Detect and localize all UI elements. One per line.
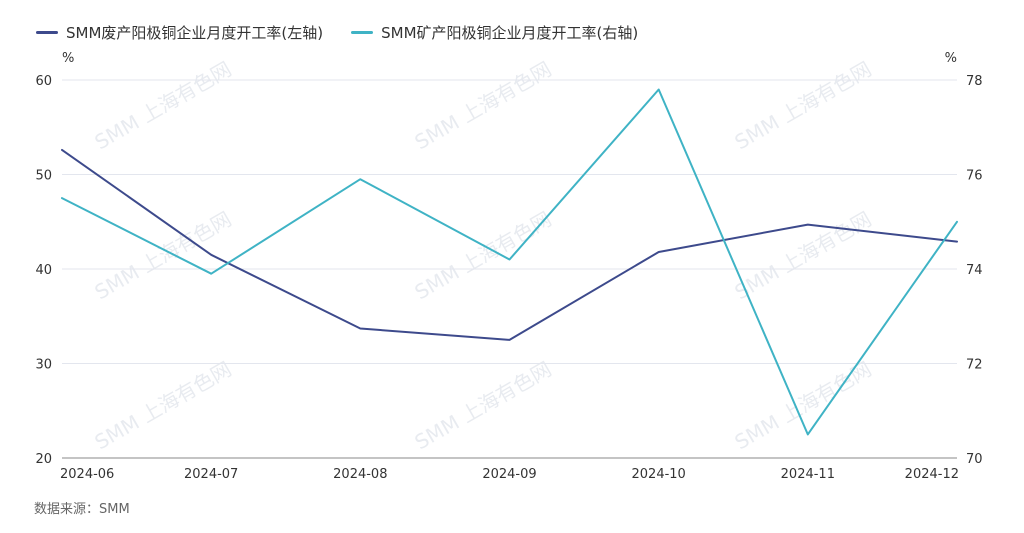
y-right-tick-label: 74: [966, 263, 983, 278]
legend-swatch-mine: [351, 31, 374, 34]
legend-swatch-scrap: [36, 31, 58, 34]
x-tick-label: 2024-08: [333, 467, 387, 482]
watermarks: SMM 上海有色网 SMM 上海有色网 SMM 上海有色网 SMM 上海有色网 SMM …: [91, 57, 876, 455]
x-tick-label: 2024-12: [905, 467, 959, 482]
series-line-scrap: [61, 148, 958, 341]
watermark-text: SMM 上海有色网: [91, 57, 236, 155]
watermark-text: SMM 上海有色网: [731, 357, 876, 455]
axes: 20 30 40 50 60 70 72 74 76 78% % 2024-06 2024-07 2024…: [35, 51, 982, 482]
watermark-text: SMM 上海有色网: [411, 207, 556, 305]
watermark-text: SMM 上海有色网: [411, 357, 556, 455]
y-left-tick-label: 20: [35, 452, 52, 467]
grid-lines: [62, 79, 957, 459]
y-left-tick-label: 60: [35, 74, 52, 89]
x-tick-label: 2024-10: [632, 467, 686, 482]
series-line-mine: [61, 88, 958, 436]
series-lines: [61, 88, 958, 436]
legend: SMM废产阳极铜企业月度开工率(左轴) SMM矿产阳极铜企业月度开工率(右轴): [36, 22, 638, 43]
legend-item-mine[interactable]: SMM矿产阳极铜企业月度开工率(右轴): [351, 22, 638, 43]
y-right-tick-label: 72: [966, 358, 983, 373]
y-right-tick-label: 70: [966, 452, 983, 467]
x-tick-label: 2024-11: [781, 467, 835, 482]
x-tick-label: 2024-07: [184, 467, 238, 482]
y-left-tick-label: 50: [35, 169, 52, 184]
watermark-text: SMM 上海有色网: [411, 57, 556, 155]
x-tick-label: 2024-09: [482, 467, 536, 482]
y-left-tick-label: 30: [35, 358, 52, 373]
y-right-unit: %: [945, 51, 957, 66]
legend-item-scrap[interactable]: SMM废产阳极铜企业月度开工率(左轴): [36, 22, 323, 43]
y-right-tick-label: 78: [966, 74, 983, 89]
x-tick-label: 2024-06: [60, 467, 114, 482]
y-left-unit: %: [62, 51, 74, 66]
watermark-text: SMM 上海有色网: [91, 357, 236, 455]
watermark-text: SMM 上海有色网: [731, 57, 876, 155]
legend-label-mine: SMM矿产阳极铜企业月度开工率(右轴): [381, 24, 639, 42]
y-right-tick-label: 76: [966, 169, 983, 184]
legend-label-scrap: SMM废产阳极铜企业月度开工率(左轴): [66, 24, 324, 42]
y-left-tick-label: 40: [35, 263, 52, 278]
watermark-text: SMM 上海有色网: [731, 207, 876, 305]
data-source: 数据来源：SMM: [34, 502, 130, 517]
